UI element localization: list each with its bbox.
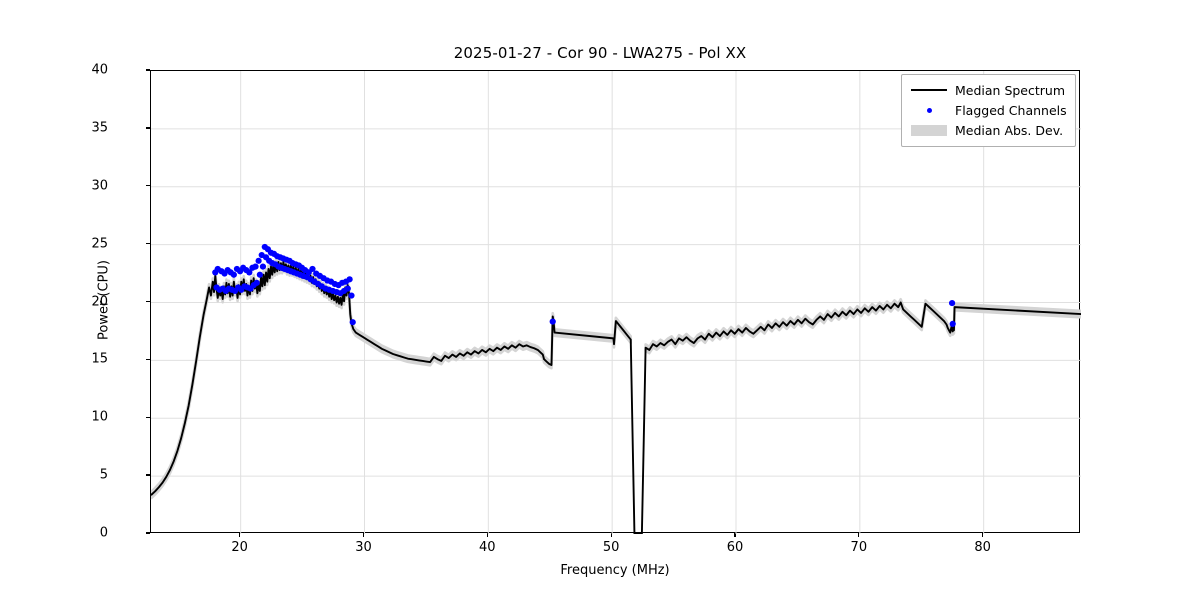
chart-title: 2025-01-27 - Cor 90 - LWA275 - Pol XX bbox=[453, 44, 747, 62]
x-axis-label: Frequency (MHz) bbox=[560, 563, 670, 578]
y-tick-label: 10 bbox=[91, 409, 108, 425]
x-tick-label: 50 bbox=[602, 540, 620, 555]
x-tick-mark bbox=[858, 533, 860, 537]
x-tick-mark bbox=[982, 533, 984, 537]
y-tick-label: 20 bbox=[91, 294, 108, 309]
median-spectrum-line bbox=[151, 261, 1081, 534]
flagged-channels-dots bbox=[212, 243, 956, 328]
x-tick-mark bbox=[610, 533, 612, 537]
y-tick-label: 0 bbox=[99, 525, 108, 541]
x-tick-label: 60 bbox=[726, 540, 744, 555]
y-tick-mark bbox=[146, 242, 150, 245]
legend-line-icon bbox=[910, 83, 948, 97]
y-tick-mark bbox=[146, 185, 150, 187]
chart-legend: Median Spectrum Flagged Channels Median … bbox=[901, 74, 1076, 147]
legend-label-flagged-channels: Flagged Channels bbox=[955, 102, 1067, 118]
y-tick-mark bbox=[146, 300, 150, 303]
legend-item-flagged-channels: Flagged Channels bbox=[910, 100, 1067, 120]
y-tick-label: 5 bbox=[99, 467, 108, 483]
y-tick-mark bbox=[146, 358, 150, 361]
y-tick-mark bbox=[146, 474, 150, 476]
x-tick-label: 30 bbox=[355, 540, 372, 555]
x-tick-mark bbox=[486, 533, 488, 537]
y-tick-label: 40 bbox=[91, 62, 108, 78]
plot-area bbox=[150, 70, 1081, 534]
y-axis-label-wrapper: Power (CPU) bbox=[97, 0, 112, 600]
x-tick-label: 40 bbox=[479, 540, 496, 555]
legend-dot-icon bbox=[910, 103, 948, 117]
x-tick-mark bbox=[239, 533, 241, 537]
legend-patch-icon bbox=[910, 123, 948, 137]
spectrum-plot-svg bbox=[151, 71, 1081, 534]
y-tick-label: 35 bbox=[91, 120, 108, 136]
legend-label-median-spectrum: Median Spectrum bbox=[955, 82, 1066, 98]
y-tick-mark bbox=[146, 69, 150, 71]
grid-lines bbox=[151, 71, 1081, 534]
legend-item-median-spectrum: Median Spectrum bbox=[910, 80, 1067, 100]
x-tick-label: 20 bbox=[231, 540, 248, 555]
median-abs-dev-band bbox=[151, 257, 1081, 500]
y-tick-label: 30 bbox=[91, 178, 108, 194]
y-tick-mark bbox=[146, 416, 150, 418]
x-tick-label: 70 bbox=[850, 540, 868, 555]
y-tick-mark bbox=[146, 127, 150, 129]
x-tick-label: 80 bbox=[974, 540, 991, 555]
legend-item-median-abs-dev: Median Abs. Dev. bbox=[910, 120, 1067, 140]
x-tick-mark bbox=[734, 533, 736, 537]
legend-label-median-abs-dev: Median Abs. Dev. bbox=[955, 122, 1064, 138]
y-tick-label: 25 bbox=[91, 236, 108, 252]
x-tick-mark bbox=[362, 533, 365, 537]
y-tick-mark bbox=[146, 532, 150, 534]
y-tick-label: 15 bbox=[91, 351, 108, 367]
